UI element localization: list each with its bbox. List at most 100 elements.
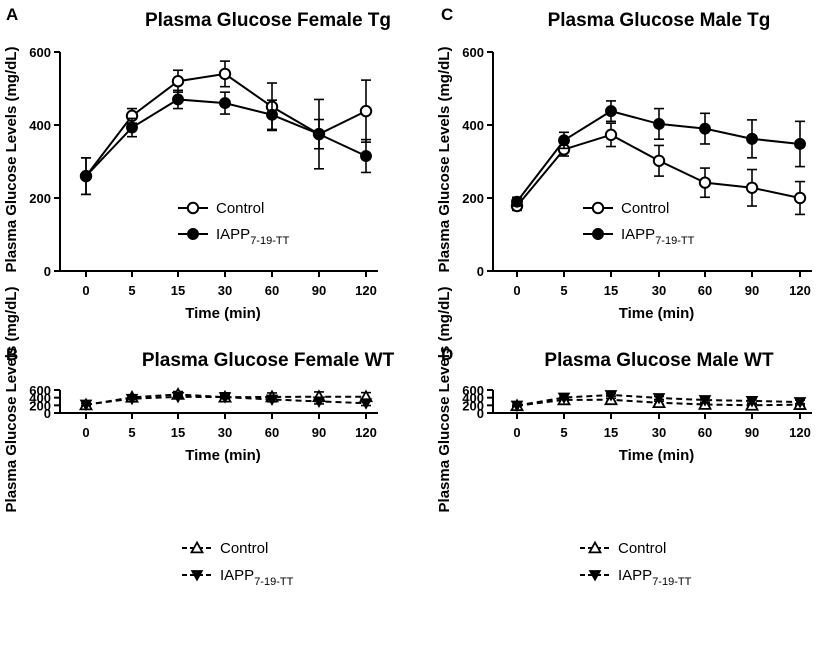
data-point bbox=[172, 93, 184, 106]
x-tick-label: 15 bbox=[604, 283, 618, 298]
data-point bbox=[746, 132, 758, 145]
y-tick-label: 400 bbox=[462, 118, 484, 133]
x-axis-label: Time (min) bbox=[185, 305, 261, 322]
legend-subscript: 7-19-TT bbox=[652, 576, 691, 588]
y-axis-label: Plasma Glucose Levels (mg/dL) bbox=[436, 47, 453, 273]
panel-letter: B bbox=[6, 345, 18, 364]
x-tick-label: 120 bbox=[789, 425, 811, 440]
data-point bbox=[745, 181, 759, 194]
data-point bbox=[604, 128, 618, 142]
data-point bbox=[80, 170, 92, 183]
legend-marker bbox=[591, 201, 605, 215]
legend-item-iapp: IAPP7-19-TT bbox=[583, 226, 695, 247]
x-axis-label: Time (min) bbox=[619, 305, 695, 322]
data-point bbox=[171, 75, 185, 88]
legend-item-iapp: IAPP7-19-TT bbox=[178, 226, 290, 247]
legend-item-control: Control bbox=[178, 200, 264, 217]
y-axis-label: Plasma Glucose Levels (mg/dL) bbox=[3, 47, 20, 273]
x-tick-label: 120 bbox=[355, 283, 377, 298]
y-tick-label: 600 bbox=[29, 383, 51, 398]
legend-item-control: Control bbox=[580, 540, 666, 557]
chart-title: Plasma Glucose Male Tg bbox=[548, 10, 771, 31]
x-tick-label: 60 bbox=[265, 283, 279, 298]
x-tick-label: 90 bbox=[745, 283, 759, 298]
data-point bbox=[557, 392, 571, 405]
y-tick-label: 400 bbox=[462, 391, 484, 406]
y-tick-label: 0 bbox=[44, 406, 51, 421]
data-point bbox=[125, 393, 139, 406]
y-tick-label: 200 bbox=[462, 191, 484, 206]
x-tick-label: 5 bbox=[560, 425, 567, 440]
legend-marker bbox=[187, 228, 199, 240]
x-tick-label: 5 bbox=[128, 283, 135, 298]
x-tick-label: 60 bbox=[698, 283, 712, 298]
series-iapp bbox=[510, 390, 807, 413]
x-tick-label: 60 bbox=[265, 425, 279, 440]
x-tick-label: 5 bbox=[560, 283, 567, 298]
data-point bbox=[793, 397, 807, 409]
data-point bbox=[359, 398, 373, 410]
x-tick-label: 90 bbox=[312, 425, 326, 440]
y-tick-label: 200 bbox=[462, 398, 484, 413]
data-point bbox=[794, 138, 806, 150]
legend-label: Control bbox=[220, 540, 268, 557]
y-tick-label: 600 bbox=[462, 45, 484, 60]
data-point bbox=[218, 67, 232, 81]
data-point bbox=[219, 97, 231, 110]
data-point bbox=[360, 150, 372, 162]
x-tick-label: 30 bbox=[652, 425, 666, 440]
data-point bbox=[312, 396, 326, 408]
data-point bbox=[698, 176, 712, 189]
series-iapp bbox=[511, 100, 806, 208]
data-point bbox=[604, 390, 618, 402]
data-point bbox=[126, 121, 138, 134]
chart-title: Plasma Glucose Female Tg bbox=[145, 10, 391, 31]
data-point bbox=[79, 399, 93, 412]
y-tick-label: 0 bbox=[477, 264, 484, 279]
legend-label: IAPP7-19-TT bbox=[216, 226, 290, 247]
data-point bbox=[793, 191, 807, 205]
y-tick-label: 0 bbox=[477, 406, 484, 421]
data-point bbox=[698, 395, 712, 407]
panel-letter: A bbox=[6, 5, 18, 24]
series-iapp bbox=[79, 391, 373, 412]
data-point bbox=[510, 400, 524, 413]
data-point bbox=[653, 117, 665, 130]
y-tick-label: 600 bbox=[462, 383, 484, 398]
x-tick-label: 15 bbox=[171, 425, 185, 440]
data-point bbox=[511, 195, 523, 208]
x-tick-label: 5 bbox=[128, 425, 135, 440]
legend-item-iapp: IAPP7-19-TT bbox=[182, 567, 294, 588]
legend-marker bbox=[190, 570, 204, 582]
legend-subscript: 7-19-TT bbox=[250, 235, 289, 247]
y-tick-label: 400 bbox=[29, 391, 51, 406]
y-tick-label: 0 bbox=[44, 264, 51, 279]
y-axis-label: Plasma Glucose Levels (mg/dL) bbox=[3, 287, 20, 513]
legend-item-control: Control bbox=[182, 540, 268, 557]
legend-label: IAPP7-19-TT bbox=[618, 567, 692, 588]
x-tick-label: 90 bbox=[745, 425, 759, 440]
x-tick-label: 60 bbox=[698, 425, 712, 440]
series-control bbox=[79, 60, 373, 196]
chart-panel-c: C Plasma Glucose Male Tg 0 200 400 600 0 5 15 30 6… bbox=[436, 5, 812, 322]
legend-label: Control bbox=[621, 200, 669, 217]
y-axis-label: Plasma Glucose Levels (mg/dL) bbox=[436, 287, 453, 513]
data-point bbox=[171, 391, 185, 404]
legend-marker bbox=[592, 228, 604, 240]
series-iapp bbox=[80, 89, 372, 196]
x-axis-label: Time (min) bbox=[185, 447, 261, 464]
legend-item-iapp: IAPP7-19-TT bbox=[580, 567, 692, 588]
x-tick-label: 30 bbox=[652, 283, 666, 298]
data-point bbox=[745, 396, 759, 408]
x-tick-label: 0 bbox=[513, 425, 520, 440]
data-point bbox=[652, 154, 666, 167]
legend-marker bbox=[186, 201, 200, 215]
data-point bbox=[652, 393, 666, 405]
legend-item-control: Control bbox=[583, 200, 669, 217]
chart-panel-a: A Plasma Glucose Female Tg 0 200 400 600 0 5 15 3… bbox=[3, 5, 391, 322]
panel-letter: D bbox=[441, 345, 453, 364]
legend-marker bbox=[189, 540, 205, 554]
